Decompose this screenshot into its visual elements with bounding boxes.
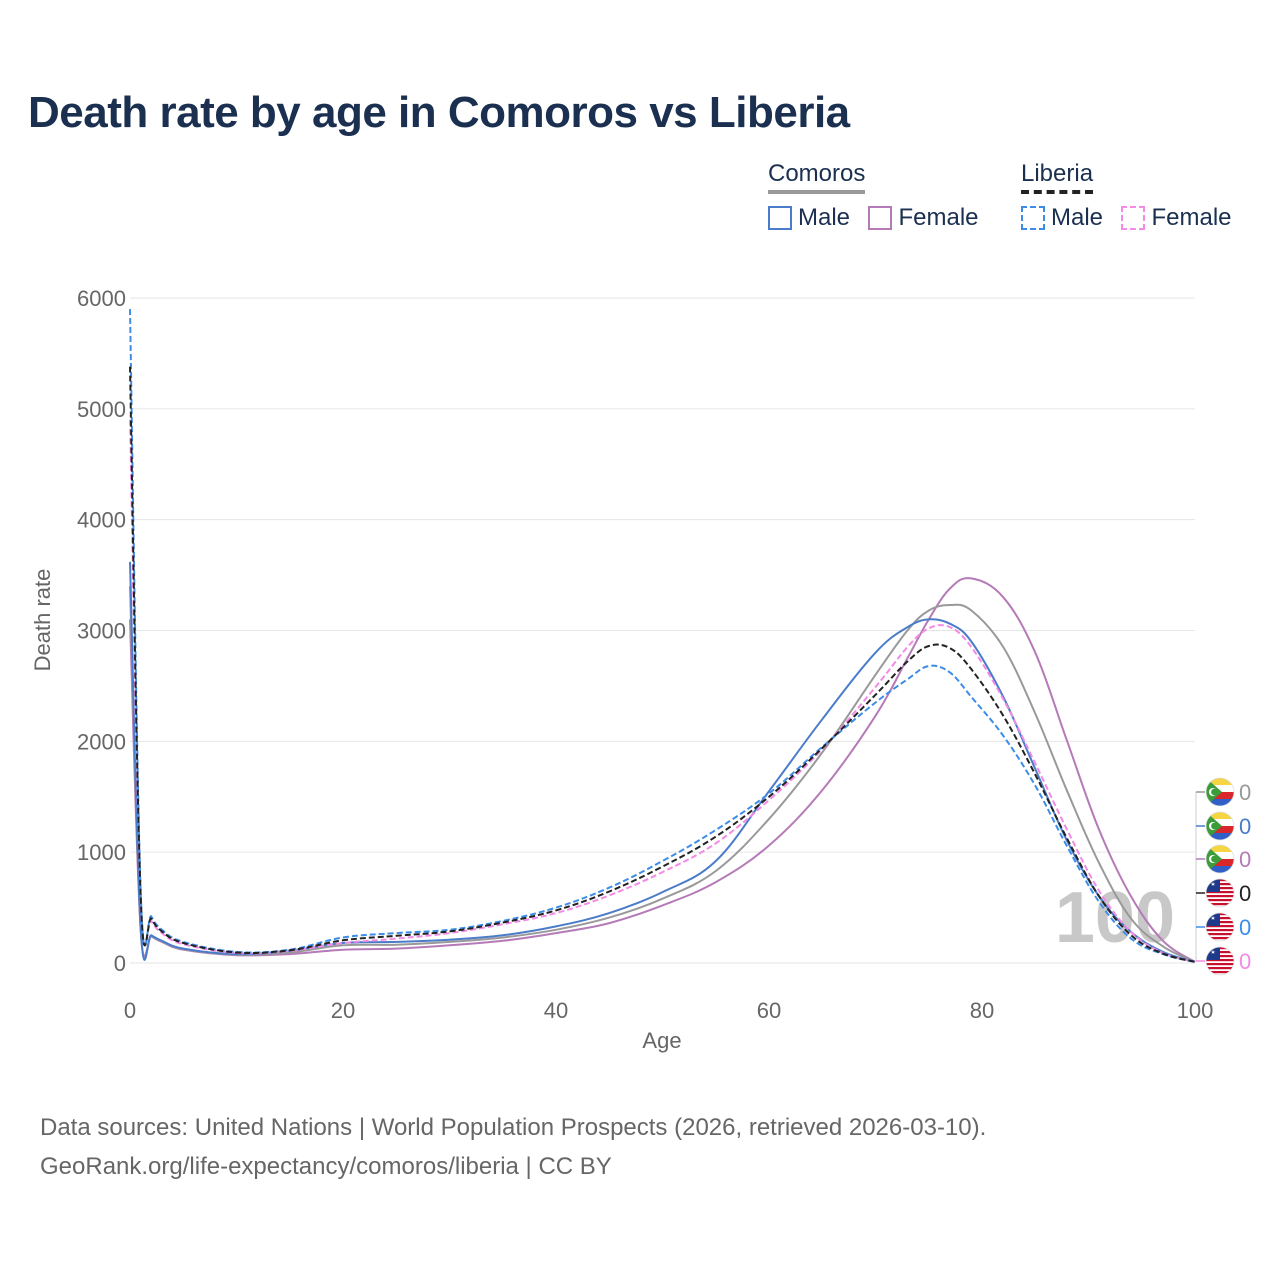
- legend-label-liberia-male: Male: [1051, 204, 1104, 231]
- series-line-liberia-female[interactable]: [129, 419, 1196, 963]
- grid-lines: [130, 297, 1195, 964]
- legend-item-comoros-female[interactable]: Female: [868, 204, 979, 232]
- end-marker-value: 0: [1239, 915, 1251, 940]
- y-tick-label: 6000: [77, 286, 126, 311]
- liberia-flag-icon: [1205, 878, 1235, 908]
- liberia-flag-icon: [1205, 946, 1235, 976]
- x-tick-label: 100: [1177, 998, 1214, 1023]
- footer-sources: Data sources: United Nations | World Pop…: [40, 1114, 987, 1141]
- legend-item-liberia-male[interactable]: Male: [1021, 204, 1103, 232]
- footer-link[interactable]: GeoRank.org/life-expectancy/comoros/libe…: [40, 1153, 612, 1180]
- footer: Data sources: United Nations | World Pop…: [40, 1108, 986, 1186]
- legend-swatch-comoros-female: [868, 206, 893, 230]
- end-markers: 0 0 0 0 0 0: [1195, 777, 1251, 976]
- legend-swatch-liberia-female: [1121, 206, 1146, 230]
- y-tick-label: 2000: [77, 729, 126, 754]
- series-line-comoros-male[interactable]: [129, 561, 1196, 963]
- liberia-flag-icon: [1205, 912, 1235, 942]
- legend-title-liberia[interactable]: Liberia: [1021, 160, 1094, 194]
- series-line-liberia-male[interactable]: [129, 309, 1196, 963]
- legend-item-liberia-female[interactable]: Female: [1121, 204, 1232, 232]
- legend: Comoros Male Female Liberia Male Female: [760, 160, 1260, 240]
- y-axis-ticks: 0 1000 2000 3000 4000 5000 6000: [77, 286, 126, 976]
- y-tick-label: 0: [114, 951, 126, 976]
- x-axis-ticks: 0 20 40 60 80 100: [124, 998, 1213, 1023]
- end-marker-value: 0: [1239, 847, 1251, 872]
- legend-group-comoros[interactable]: Comoros Male Female: [768, 160, 979, 231]
- x-tick-label: 0: [124, 998, 136, 1023]
- x-axis-label: Age: [642, 1028, 681, 1053]
- comoros-flag-icon: [1205, 777, 1235, 807]
- y-tick-label: 3000: [77, 619, 126, 644]
- legend-group-liberia[interactable]: Liberia Male Female: [1021, 160, 1232, 231]
- end-marker-value: 0: [1239, 780, 1251, 805]
- y-axis-label: Death rate: [30, 569, 55, 672]
- y-tick-label: 4000: [77, 508, 126, 533]
- end-marker-value: 0: [1239, 814, 1251, 839]
- legend-label-comoros-female: Female: [898, 204, 979, 231]
- series-line-liberia-total[interactable]: [129, 366, 1196, 963]
- end-marker-value: 0: [1239, 881, 1251, 906]
- legend-label-liberia-female: Female: [1151, 204, 1232, 231]
- legend-swatch-liberia-male: [1021, 206, 1045, 230]
- chart-title: Death rate by age in Comoros vs Liberia: [28, 88, 850, 137]
- legend-label-comoros-male: Male: [798, 204, 851, 231]
- legend-swatch-comoros-male: [768, 206, 792, 230]
- y-tick-label: 5000: [77, 397, 126, 422]
- series-lines: [129, 309, 1196, 963]
- x-tick-label: 20: [331, 998, 355, 1023]
- legend-title-comoros[interactable]: Comoros: [768, 160, 866, 194]
- comoros-flag-icon: [1205, 811, 1235, 841]
- x-tick-label: 60: [757, 998, 781, 1023]
- legend-item-comoros-male[interactable]: Male: [768, 204, 850, 232]
- y-tick-label: 1000: [77, 840, 126, 865]
- end-marker-value: 0: [1239, 949, 1251, 974]
- comoros-flag-icon: [1205, 844, 1235, 874]
- x-tick-label: 40: [544, 998, 568, 1023]
- x-tick-label: 80: [970, 998, 994, 1023]
